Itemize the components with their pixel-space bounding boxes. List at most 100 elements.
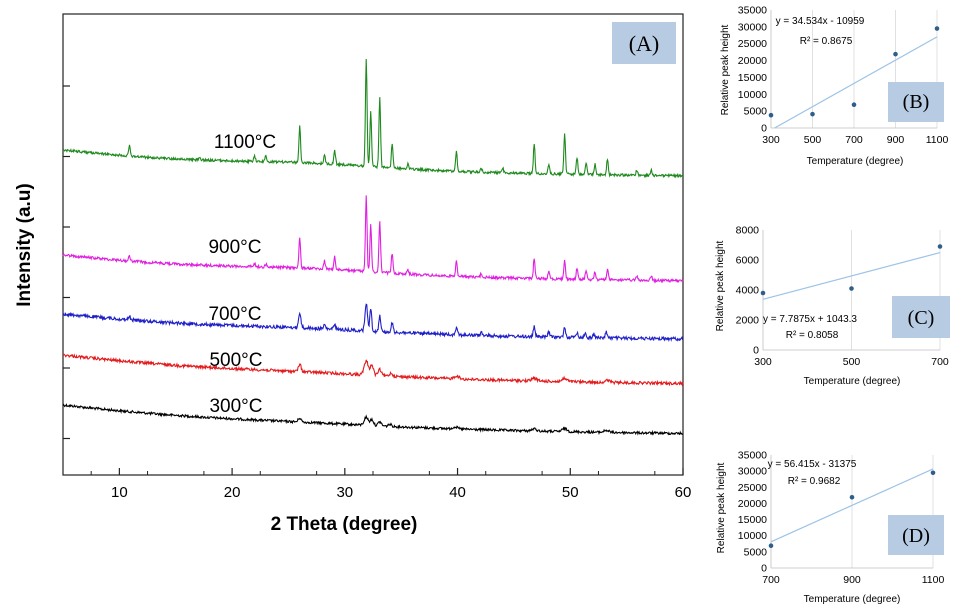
panel-b-ticks: 300 500 700 900 1100 0 5000 10000 15000 20000 2500…: [738, 5, 949, 147]
xrd-curve-900c: [62, 195, 684, 284]
scatter-panel-b: 300 500 700 900 1100 0 5000 10000 15000 20000 2500…: [720, 5, 948, 168]
panel-c-label: (C): [908, 307, 935, 329]
panel-b-y-tick-label: 0: [761, 123, 767, 135]
panel-d-data-point: [849, 494, 855, 500]
panel-d-trendline: [770, 468, 934, 543]
panel-a-x-tick-label: 40: [449, 484, 466, 501]
curve-label-300c: 300°C: [209, 396, 262, 417]
panel-a-curve-labels: 1100°C 900°C 700°C 500°C 300°C: [208, 132, 276, 417]
panel-d-data-point: [930, 470, 936, 476]
panel-d-r-squared: R² = 0.9682: [788, 476, 841, 487]
panel-c-trendline: [762, 252, 941, 300]
panel-c-y-tick-label: 6000: [736, 255, 760, 267]
panel-d-y-tick-label: 5000: [744, 546, 768, 558]
panel-d-y-tick-label: 20000: [738, 498, 767, 510]
panel-c-y-tick-label: 8000: [736, 225, 760, 237]
panel-c-x-tick-label: 700: [931, 356, 949, 368]
panel-d-y-tick-label: 15000: [738, 514, 767, 526]
panel-a-x-axis-label: 2 Theta (degree): [271, 514, 418, 535]
panel-d-y-tick-label: 35000: [738, 450, 767, 462]
xrd-curve-1100c: [62, 58, 684, 179]
xrd-curve-300c: [62, 403, 684, 436]
panel-b-y-tick-label: 20000: [738, 55, 767, 67]
panel-b-x-tick-label: 1100: [926, 134, 949, 146]
panel-d-ticks: 700 900 1100 0 5000 10000 15000 20000 25000 30000…: [738, 450, 945, 587]
panel-c-r-squared: R² = 0.8058: [786, 330, 839, 341]
curve-label-900c: 900°C: [208, 237, 261, 258]
panel-b-data-point: [810, 111, 815, 117]
panel-b-data-point: [851, 102, 857, 108]
panel-b-y-tick-label: 35000: [738, 5, 767, 17]
panel-d-x-axis-label: Temperature (degree): [804, 594, 901, 605]
panel-b-y-axis-label: Relative peak height: [720, 24, 731, 115]
panel-c-x-tick-label: 500: [843, 356, 861, 368]
xrd-panel-a: 10 20 30 40 50 60 1100°C900°C700°C500°C300°C …: [14, 13, 692, 535]
panel-a-x-tick-label: 30: [336, 484, 353, 501]
panel-a-label-box: [612, 22, 676, 64]
panel-d-y-tick-label: 0: [761, 563, 767, 575]
panel-b-x-tick-label: 700: [845, 134, 863, 146]
panel-b-y-tick-label: 25000: [738, 38, 767, 50]
panel-b-data-point: [934, 26, 940, 31]
panel-d-x-tick-label: 700: [762, 574, 780, 586]
curve-label-1100c: 1100°C: [214, 132, 276, 153]
panel-b-y-tick-label: 30000: [738, 21, 767, 33]
panel-b-marks: [768, 26, 940, 129]
panel-a-y-ticks: [63, 85, 70, 440]
panel-a-y-axis-label: Intensity (a.u): [14, 183, 35, 307]
panel-b-y-tick-label: 15000: [738, 72, 767, 84]
panel-d-y-tick-label: 10000: [738, 530, 767, 542]
panel-c-y-axis-label: Relative peak height: [715, 240, 726, 331]
panel-a-x-tick-label: 10: [111, 484, 128, 501]
panel-b-y-tick-label: 5000: [744, 106, 768, 118]
panel-c-equation: y = 7.7875x + 1043.3: [763, 314, 857, 325]
panel-a-x-tick-label: 50: [562, 484, 579, 501]
panel-b-data-point: [768, 112, 774, 118]
panel-b-x-tick-label: 900: [887, 134, 905, 146]
panel-b-x-tick-label: 300: [762, 134, 780, 146]
panel-c-data-point: [849, 286, 854, 291]
curve-label-700c: 700°C: [208, 304, 261, 325]
panel-b-r-squared: R² = 0.8675: [800, 36, 853, 47]
panel-b-data-point: [893, 51, 898, 57]
xrd-curve-500c: [62, 353, 684, 387]
panel-d-data-point: [768, 543, 774, 549]
panel-b-x-axis-label: Temperature (degree): [807, 156, 904, 167]
xrd-curve-700c: [62, 303, 684, 342]
panel-b-y-tick-label: 10000: [738, 89, 767, 101]
panel-d-equation: y = 56.415x - 31375: [768, 459, 857, 470]
panel-d-label: (D): [902, 525, 930, 547]
panel-b-equation: y = 34.534x - 10959: [776, 16, 865, 27]
panel-d-x-tick-label: 1100: [922, 574, 945, 586]
panel-c-y-tick-label: 4000: [736, 285, 760, 297]
panel-d-y-tick-label: 25000: [738, 482, 767, 494]
panel-c-data-point: [937, 244, 943, 249]
panel-c-x-axis-label: Temperature (degree): [804, 376, 901, 387]
panel-c-axes: [762, 230, 940, 351]
panel-a-x-tick-label: 60: [675, 484, 692, 501]
panel-c-x-tick-label: 300: [754, 356, 772, 368]
scatter-panel-c: 300 500 700 0 2000 4000 6000 8000 y = 7.7875x +…: [715, 225, 950, 387]
panel-b-label-box: [888, 82, 944, 122]
panel-a-x-ticks: 10 20 30 40 50 60: [90, 468, 692, 501]
panel-b-x-tick-label: 500: [804, 134, 822, 146]
panel-b-trendline: [774, 36, 938, 129]
panel-c-y-tick-label: 2000: [736, 315, 760, 327]
panel-b-label: (B): [903, 91, 930, 113]
panel-d-x-tick-label: 900: [843, 574, 861, 586]
panel-d-y-tick-label: 30000: [738, 466, 767, 478]
panel-c-marks: [760, 244, 943, 300]
panel-d-axes: [770, 455, 933, 569]
panel-a-label: (A): [629, 31, 660, 56]
scatter-panel-d: 700 900 1100 0 5000 10000 15000 20000 25000 30000…: [716, 450, 944, 606]
panel-c-y-tick-label: 0: [753, 345, 759, 357]
curve-label-500c: 500°C: [209, 350, 262, 371]
panel-c-label-box: [892, 296, 950, 338]
panel-a-frame: [62, 13, 684, 476]
panel-c-ticks: 300 500 700 0 2000 4000 6000 8000: [736, 225, 949, 369]
panel-b-axes: [770, 10, 937, 129]
panel-d-marks: [768, 468, 936, 549]
panel-a-curves: [62, 58, 684, 436]
panel-d-y-axis-label: Relative peak height: [716, 462, 727, 553]
